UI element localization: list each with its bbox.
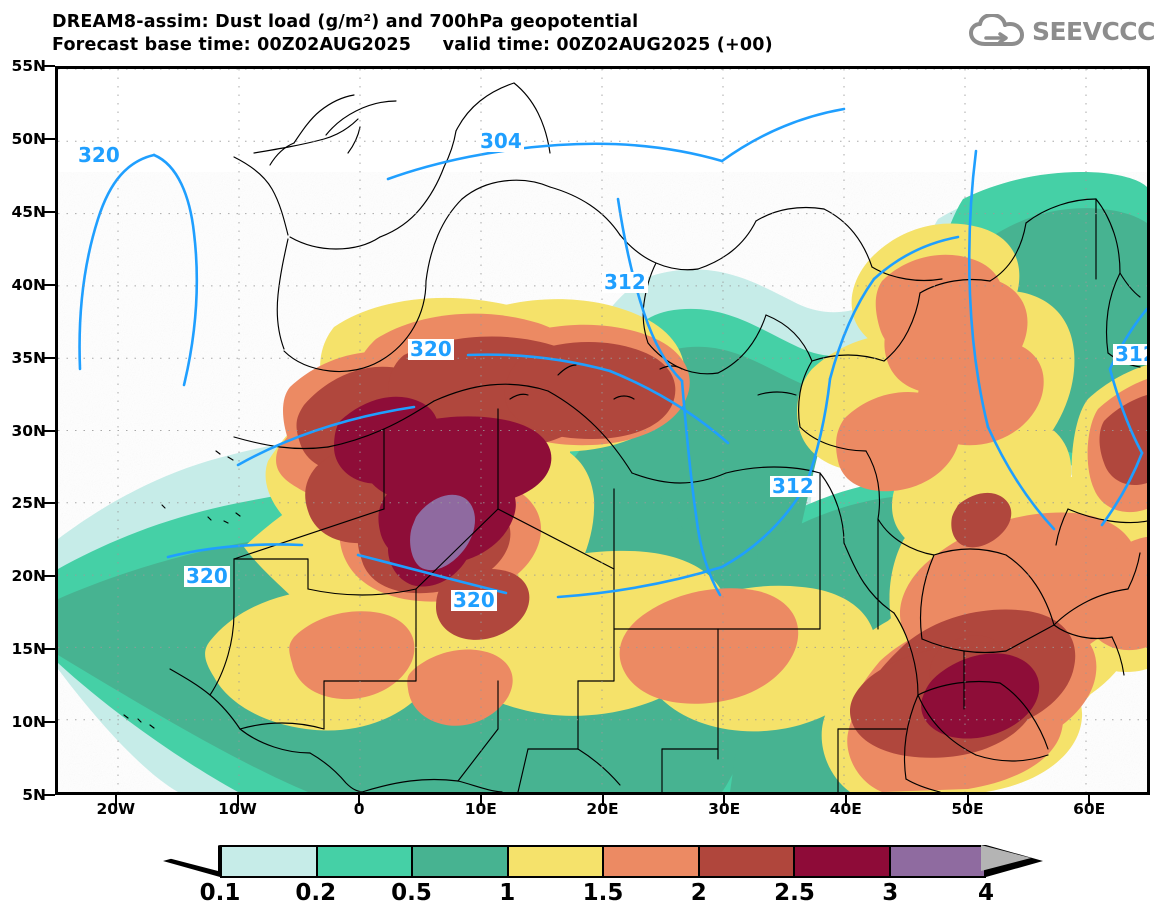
x-axis-label: 60E	[1073, 800, 1106, 818]
y-axis-tick	[44, 648, 55, 651]
y-axis-tick	[44, 794, 55, 796]
colorbar-segments	[220, 845, 986, 878]
logo-text: SEEVCCC	[1031, 16, 1156, 46]
colorbar-tick-label: 2	[690, 880, 707, 906]
colorbar-segment	[222, 847, 318, 876]
contour-label: 320	[408, 337, 454, 361]
y-axis-tick	[44, 502, 55, 505]
grid-lines	[58, 69, 1147, 792]
x-axis-tick	[601, 795, 604, 806]
colorbar-tick-label: 1	[499, 880, 516, 906]
dust-load-map	[58, 69, 1147, 792]
y-axis-label: 45N	[11, 202, 46, 221]
x-axis-label: 10E	[464, 800, 497, 818]
colorbar-tick-label: 1.5	[582, 880, 624, 906]
forecast-time-subtitle: Forecast base time: 00Z02AUG2025 valid t…	[52, 35, 773, 55]
y-axis-tick	[44, 283, 55, 286]
contour-label: 320	[451, 588, 497, 612]
colorbar-tick-label: 0.1	[199, 880, 241, 906]
map-plot-area: 320 304 312 320 312 312 320 320	[55, 66, 1150, 795]
x-axis-tick	[479, 795, 482, 806]
colorbar-tick-label: 4	[977, 880, 994, 906]
page-title: DREAM8-assim: Dust load (g/m²) and 700hP…	[52, 12, 639, 32]
header: DREAM8-assim: Dust load (g/m²) and 700hP…	[0, 0, 1165, 62]
contour-label: 312	[1113, 344, 1147, 365]
y-axis-tick	[44, 429, 55, 432]
colorbar-segment	[795, 847, 891, 876]
x-axis-label: 20W	[96, 800, 136, 818]
colorbar-segment	[413, 847, 509, 876]
y-axis-label: 10N	[11, 713, 46, 732]
y-axis-tick	[44, 210, 55, 213]
y-axis-label: 25N	[11, 494, 46, 513]
x-axis-tick	[844, 795, 847, 806]
cloud-icon	[968, 14, 1024, 46]
contour-label: 312	[602, 270, 648, 294]
x-axis-label: 0	[353, 800, 365, 818]
y-axis-label: 20N	[11, 567, 46, 586]
seevccc-logo: SEEVCCC	[968, 14, 1156, 48]
colorbar-segment	[699, 847, 795, 876]
y-axis-tick	[44, 721, 55, 724]
x-axis-tick	[1088, 795, 1091, 806]
colorbar-tick-label: 2.5	[774, 880, 815, 906]
colorbar-tick-label: 0.5	[391, 880, 432, 906]
x-axis-tick	[966, 795, 969, 806]
colorbar-segment	[508, 847, 604, 876]
contour-label: 320	[76, 143, 122, 167]
y-axis-tick	[44, 575, 55, 578]
y-axis-label: 35N	[11, 348, 46, 367]
colorbar-tick-label: 3	[882, 880, 899, 906]
dust-load-contour-fill	[58, 172, 1147, 792]
y-axis-label: 40N	[11, 275, 46, 294]
x-axis-tick	[114, 795, 117, 806]
contour-label: 312	[770, 474, 816, 498]
y-axis-tick	[44, 356, 55, 359]
x-axis-label: 20E	[586, 800, 619, 818]
colorbar-under-fill	[168, 845, 218, 871]
colorbar-over-fill	[981, 845, 1031, 871]
y-axis-tick	[44, 137, 55, 140]
y-axis-label: 50N	[11, 129, 46, 148]
y-axis-label: 30N	[11, 421, 46, 440]
y-axis-label: 15N	[11, 640, 46, 659]
x-axis-label: 30E	[708, 800, 741, 818]
y-axis-label: 5N	[22, 786, 46, 804]
contour-label: 320	[184, 564, 230, 588]
x-axis-label: 50E	[951, 800, 984, 818]
colorbar: 0.1 0.2 0.5 1 1.5 2 2.5 3 4	[163, 845, 1043, 906]
x-axis-tick	[723, 795, 726, 806]
colorbar-segment	[890, 847, 984, 876]
y-axis-tick	[44, 65, 55, 67]
colorbar-tick-label: 0.2	[295, 880, 337, 906]
x-axis-label: 10W	[218, 800, 257, 818]
contour-label: 304	[478, 129, 524, 153]
colorbar-segment	[604, 847, 700, 876]
y-axis-label: 55N	[11, 57, 46, 75]
x-axis-label: 40E	[829, 800, 862, 818]
x-axis-tick	[236, 795, 239, 806]
colorbar-segment	[317, 847, 413, 876]
x-axis-tick	[358, 795, 361, 806]
